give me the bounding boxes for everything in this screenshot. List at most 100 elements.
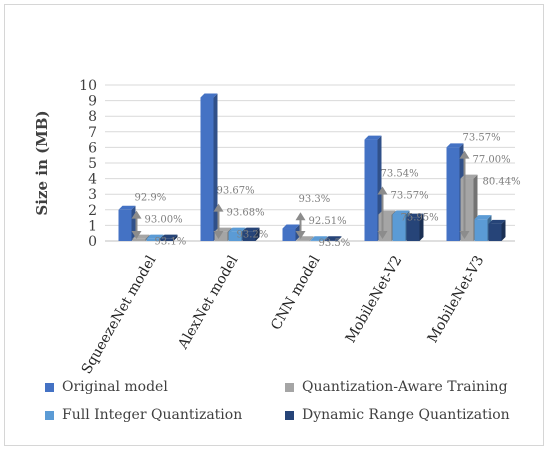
- bar: [118, 205, 136, 241]
- bar-top: [474, 215, 492, 220]
- bar-side: [309, 236, 314, 241]
- y-tick-label: 10: [79, 78, 97, 94]
- reduction-arrow-head-up: [131, 210, 142, 219]
- bar-front: [200, 97, 214, 241]
- bar-front: [446, 147, 460, 241]
- annotation-label: 93.3%: [299, 194, 331, 205]
- bar-top: [392, 210, 410, 215]
- y-tick-label: 6: [88, 140, 97, 156]
- annotation-label: 93.68%: [227, 208, 265, 219]
- reduction-arrow: [213, 203, 224, 239]
- bar-front: [364, 139, 378, 241]
- bar-front: [324, 240, 338, 241]
- bar-side: [419, 213, 424, 241]
- bar-top: [446, 143, 464, 148]
- bar-top: [406, 213, 424, 218]
- annotation-label: 92.51%: [309, 216, 347, 227]
- annotation-label: 73.57%: [463, 133, 501, 144]
- reduction-arrow-head-up: [459, 150, 470, 159]
- reduction-arrow-head-up: [295, 212, 306, 221]
- annotation-label: 73.54%: [381, 168, 419, 179]
- bar-side: [213, 93, 218, 241]
- bar-front: [242, 231, 256, 241]
- annotation-label: 93.00%: [145, 215, 183, 226]
- bar-top: [160, 234, 178, 239]
- reduction-arrow-head-down: [131, 231, 142, 239]
- bar-top: [310, 236, 328, 241]
- legend-swatch: [45, 382, 54, 392]
- legend-label: Full Integer Quantization: [62, 407, 243, 423]
- legend-swatch: [285, 410, 294, 420]
- bar-front: [296, 240, 310, 241]
- bar-front: [118, 209, 132, 241]
- y-tick-label: 4: [88, 172, 97, 188]
- bar-front: [474, 219, 488, 241]
- reduction-arrow-head-down: [213, 231, 224, 239]
- y-tick-label: 9: [88, 94, 97, 110]
- chart-frame: Size in (MB) 0 1 2 3 4 5 6 7 8 9 10 92.9% 93.00% 93.1%…: [4, 4, 544, 446]
- bar-front: [228, 231, 242, 241]
- legend-item: Full Integer Quantization: [45, 407, 242, 423]
- y-tick-label: 5: [88, 156, 97, 172]
- x-tick-label: SqueezeNet model: [79, 253, 160, 377]
- bar: [200, 93, 218, 241]
- legend: Original model Quantization-Aware Trainin…: [45, 379, 545, 449]
- bar: [474, 215, 492, 241]
- legend-swatch: [45, 410, 54, 420]
- reduction-arrow: [459, 150, 470, 239]
- bar-front: [132, 238, 146, 241]
- bar-top: [488, 219, 506, 224]
- bar: [488, 219, 506, 241]
- y-tick-label: 1: [88, 218, 97, 234]
- annotation-label: 77.00%: [473, 155, 511, 166]
- bar: [324, 236, 342, 241]
- bar-top: [118, 205, 136, 210]
- bar-side: [337, 236, 342, 241]
- annotation-label: 80.44%: [483, 177, 521, 188]
- legend-item: Quantization-Aware Training: [285, 379, 508, 395]
- legend-swatch: [285, 382, 294, 392]
- reduction-arrow: [377, 186, 388, 239]
- bar: [242, 227, 260, 241]
- y-axis-label: Size in (MB): [33, 110, 51, 215]
- bar: [310, 236, 328, 241]
- bar: [282, 224, 300, 241]
- bar-front: [406, 217, 420, 241]
- bar-front: [214, 231, 228, 241]
- bar-top: [324, 236, 342, 241]
- bar-side: [173, 234, 178, 241]
- bar-top: [200, 93, 218, 98]
- bar-front: [282, 228, 296, 241]
- reduction-arrow-head-down: [377, 231, 388, 239]
- bar-side: [255, 227, 260, 241]
- bar: [160, 234, 178, 241]
- annotation-label: 93.1%: [155, 237, 187, 248]
- annotation-label: 93.2%: [237, 230, 269, 241]
- x-tick-label: CNN model: [268, 253, 324, 333]
- reduction-arrow: [295, 212, 306, 239]
- y-tick-label: 0: [88, 234, 97, 250]
- y-tick-label: 2: [88, 203, 97, 219]
- x-tick-label: AlexNet model: [175, 253, 242, 353]
- legend-label: Dynamic Range Quantization: [302, 407, 510, 423]
- bar-front: [392, 214, 406, 241]
- annotation-label: 75.95%: [401, 212, 439, 223]
- reduction-arrow-head-up: [213, 203, 224, 212]
- annotation-label: 93.67%: [217, 186, 255, 197]
- bar-front: [310, 240, 324, 241]
- bar-top: [242, 227, 260, 232]
- bar-side: [501, 219, 506, 241]
- bar-top: [364, 135, 382, 140]
- bar-top: [282, 224, 300, 229]
- legend-item: Original model: [45, 379, 168, 395]
- x-tick-label: MobileNet-V2: [343, 253, 406, 346]
- legend-label: Quantization-Aware Training: [302, 379, 508, 395]
- y-tick-label: 8: [88, 109, 97, 125]
- legend-item: Dynamic Range Quantization: [285, 407, 510, 423]
- bar-front: [488, 223, 502, 241]
- reduction-arrow-head-down: [295, 231, 306, 239]
- legend-label: Original model: [62, 379, 168, 395]
- reduction-arrow: [131, 210, 142, 239]
- bar: [406, 213, 424, 241]
